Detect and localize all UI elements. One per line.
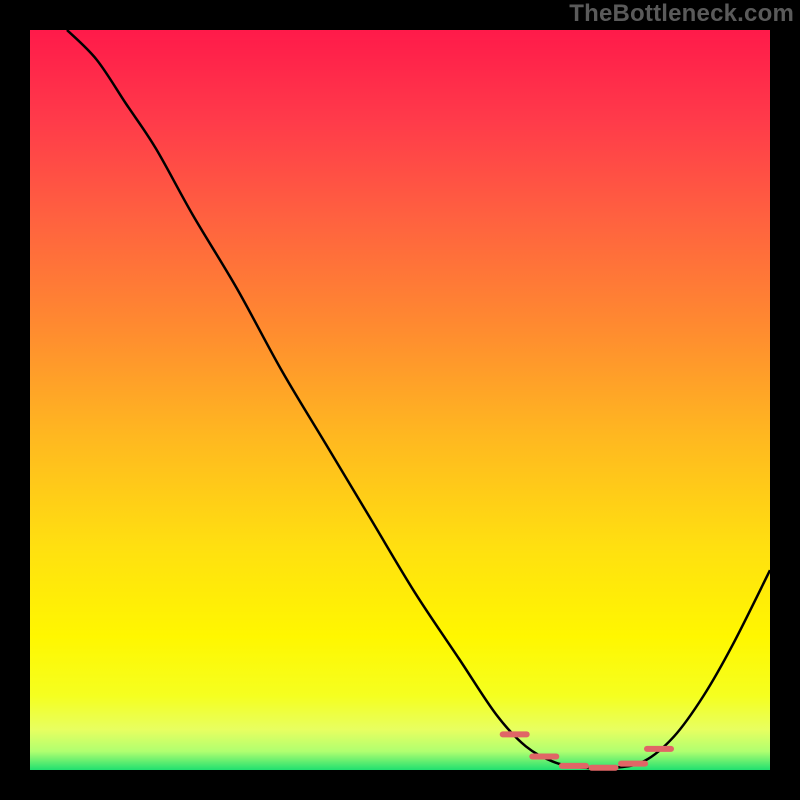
bottleneck-chart	[0, 0, 800, 800]
watermark-text: TheBottleneck.com	[569, 0, 794, 28]
chart-gradient-background	[30, 30, 770, 770]
